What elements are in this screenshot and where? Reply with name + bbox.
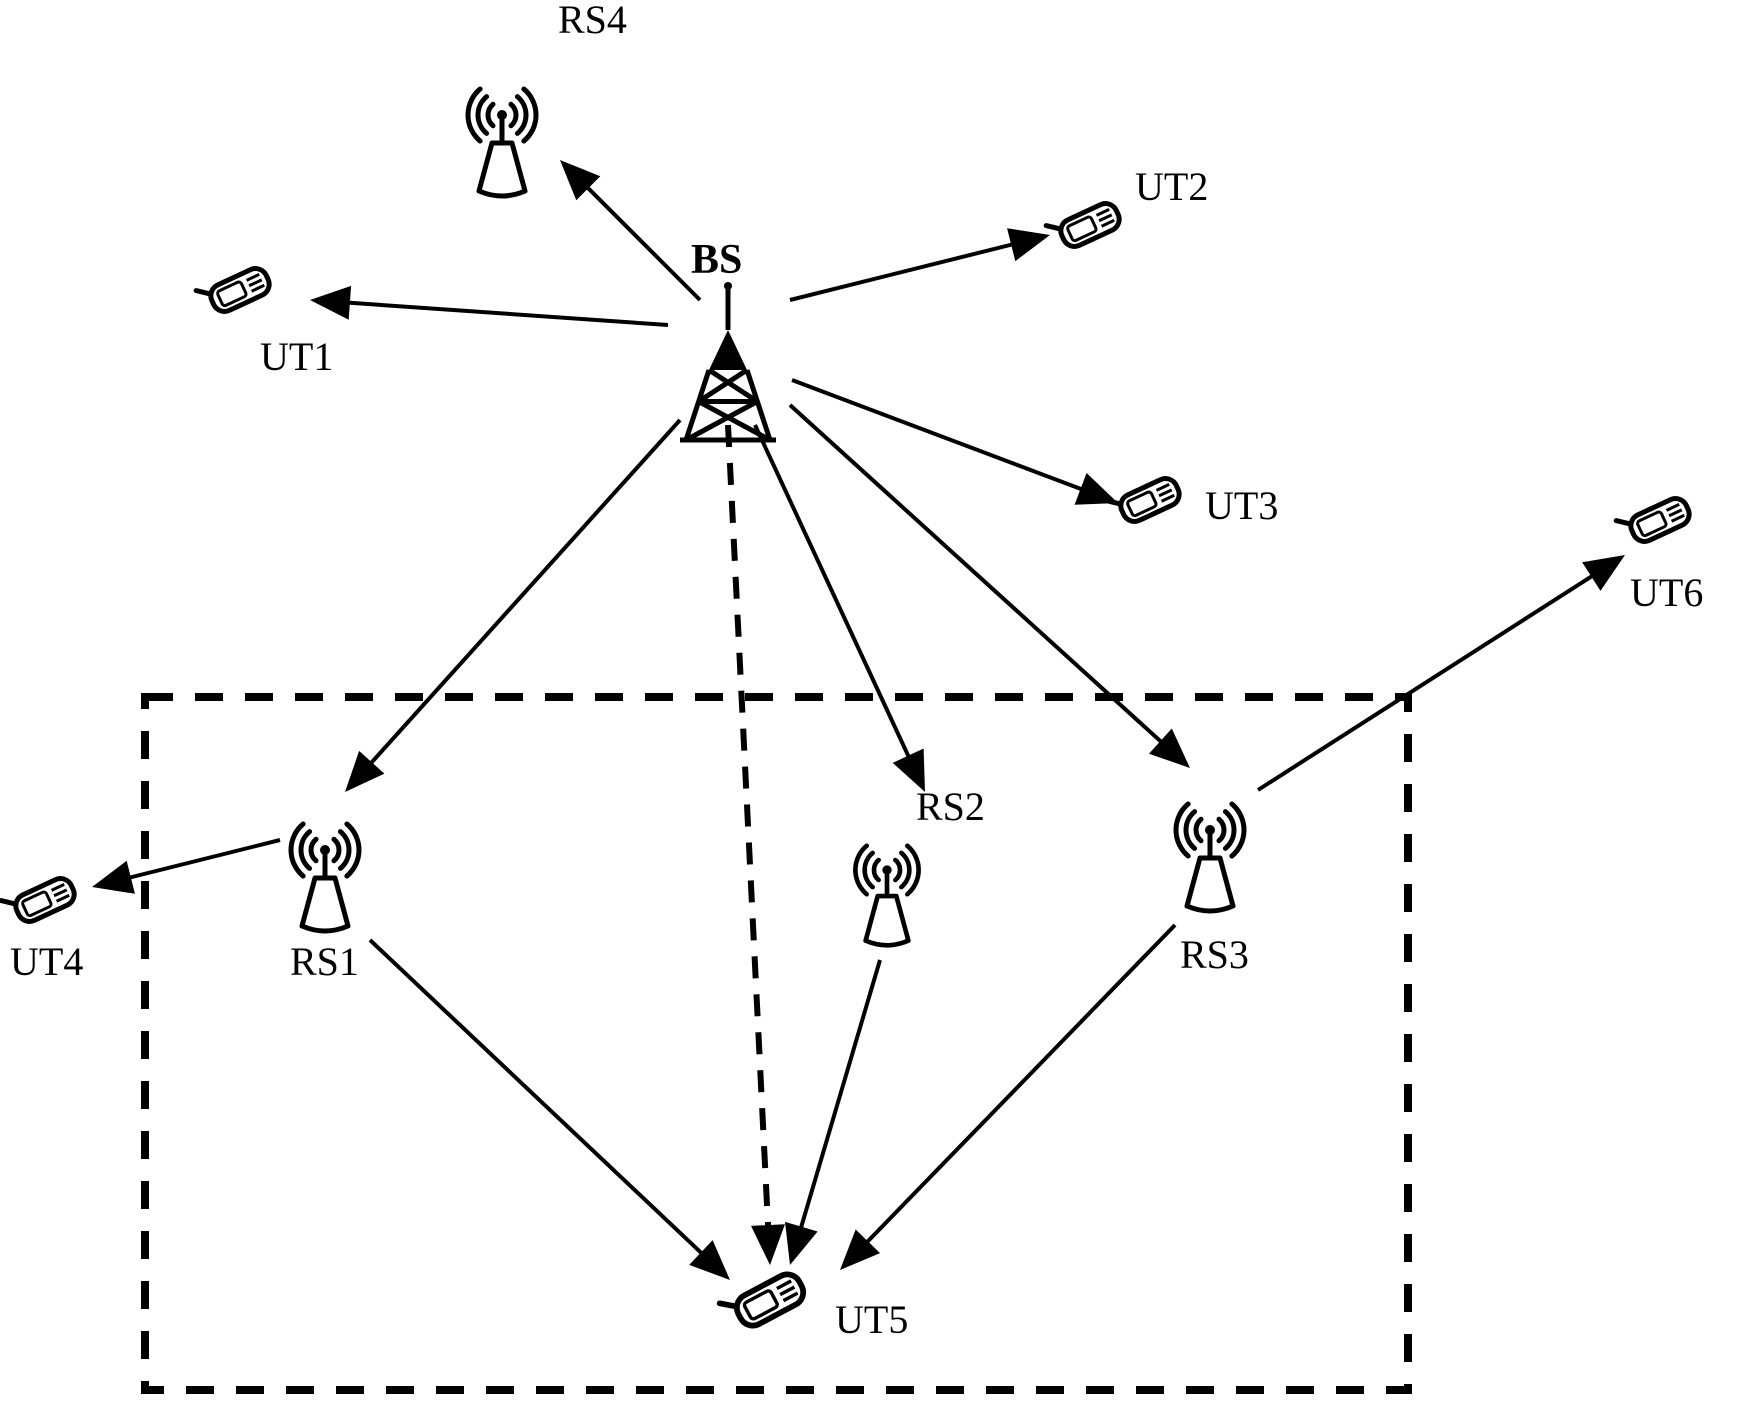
arrow-rs2-to-ut5 bbox=[797, 960, 880, 1242]
node-rs1-icon bbox=[291, 824, 359, 931]
arrowhead-bs-to-ut1 bbox=[310, 286, 351, 320]
node-ut4-icon bbox=[1, 871, 78, 930]
label-rs3: RS3 bbox=[1180, 935, 1249, 975]
arrowhead-bs-to-ut5 bbox=[751, 1224, 785, 1265]
diagram-canvas: RS4 BS UT1 UT2 UT3 UT6 RS1 RS2 RS3 UT4 U… bbox=[0, 0, 1759, 1417]
arrowhead-rs1-to-ut4 bbox=[92, 861, 135, 894]
node-ut3-icon bbox=[1106, 471, 1183, 530]
arrowhead-rs3-to-ut6 bbox=[1582, 555, 1625, 591]
arrowhead-rs2-to-ut5 bbox=[785, 1222, 818, 1265]
node-ut2-icon bbox=[1046, 196, 1123, 255]
arrow-bs-to-ut3 bbox=[792, 380, 1096, 495]
label-ut4: UT4 bbox=[10, 942, 83, 982]
label-bs: BS bbox=[691, 239, 742, 281]
node-bs-icon bbox=[680, 282, 776, 440]
arrow-bs-to-ut5 bbox=[728, 425, 769, 1241]
arrow-bs-to-ut1 bbox=[334, 302, 668, 325]
label-rs2: RS2 bbox=[916, 787, 985, 827]
node-rs2-icon bbox=[855, 846, 918, 946]
arrow-bs-to-rs2 bbox=[755, 425, 915, 770]
label-rs4: RS4 bbox=[558, 0, 627, 40]
node-rs3-icon bbox=[1176, 804, 1244, 911]
arrow-rs3-to-ut5 bbox=[857, 925, 1175, 1253]
arrow-bs-to-rs1 bbox=[361, 420, 680, 774]
arrow-rs3-to-ut6 bbox=[1258, 568, 1605, 790]
label-ut2: UT2 bbox=[1135, 167, 1208, 207]
arrow-bs-to-ut2 bbox=[790, 241, 1027, 300]
label-ut5: UT5 bbox=[835, 1300, 908, 1340]
diagram-svg bbox=[0, 0, 1759, 1417]
label-ut3: UT3 bbox=[1205, 486, 1278, 526]
arrow-rs1-to-ut4 bbox=[115, 840, 280, 881]
arrowhead-bs-to-ut2 bbox=[1007, 228, 1050, 261]
arrow-bs-to-rs4 bbox=[577, 177, 700, 300]
node-rs4-icon bbox=[468, 89, 536, 196]
node-ut1-icon bbox=[196, 261, 273, 320]
arrow-rs1-to-ut5 bbox=[370, 940, 713, 1264]
label-ut1: UT1 bbox=[260, 337, 333, 377]
node-ut6-icon bbox=[1616, 491, 1693, 550]
label-ut6: UT6 bbox=[1630, 573, 1703, 613]
label-rs1: RS1 bbox=[290, 942, 359, 982]
node-ut5-icon bbox=[720, 1266, 808, 1336]
